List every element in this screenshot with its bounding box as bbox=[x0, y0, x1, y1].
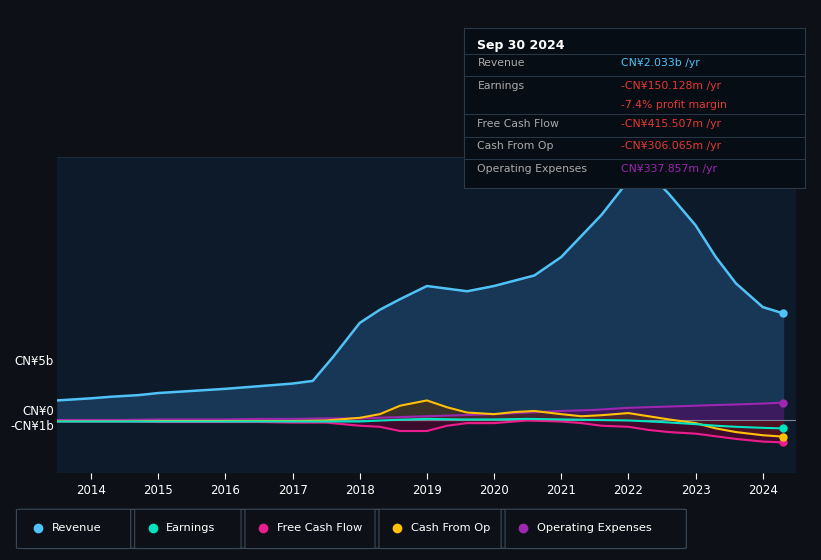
Text: Free Cash Flow: Free Cash Flow bbox=[478, 119, 559, 129]
Text: Free Cash Flow: Free Cash Flow bbox=[277, 523, 362, 533]
Text: Revenue: Revenue bbox=[52, 523, 102, 533]
Text: CN¥337.857m /yr: CN¥337.857m /yr bbox=[621, 164, 717, 174]
Text: -CN¥415.507m /yr: -CN¥415.507m /yr bbox=[621, 119, 721, 129]
Text: -CN¥1b: -CN¥1b bbox=[10, 421, 54, 433]
Text: Operating Expenses: Operating Expenses bbox=[478, 164, 588, 174]
Text: Cash From Op: Cash From Op bbox=[410, 523, 490, 533]
Text: Earnings: Earnings bbox=[478, 81, 525, 91]
Text: -CN¥150.128m /yr: -CN¥150.128m /yr bbox=[621, 81, 721, 91]
Text: -7.4% profit margin: -7.4% profit margin bbox=[621, 100, 727, 110]
Text: CN¥2.033b /yr: CN¥2.033b /yr bbox=[621, 58, 699, 68]
Text: Sep 30 2024: Sep 30 2024 bbox=[478, 39, 565, 52]
Text: CN¥5b: CN¥5b bbox=[15, 354, 54, 368]
Text: -CN¥306.065m /yr: -CN¥306.065m /yr bbox=[621, 141, 721, 151]
Text: CN¥0: CN¥0 bbox=[22, 405, 54, 418]
Text: Revenue: Revenue bbox=[478, 58, 525, 68]
Text: Cash From Op: Cash From Op bbox=[478, 141, 554, 151]
Text: Operating Expenses: Operating Expenses bbox=[537, 523, 651, 533]
Text: Earnings: Earnings bbox=[166, 523, 216, 533]
